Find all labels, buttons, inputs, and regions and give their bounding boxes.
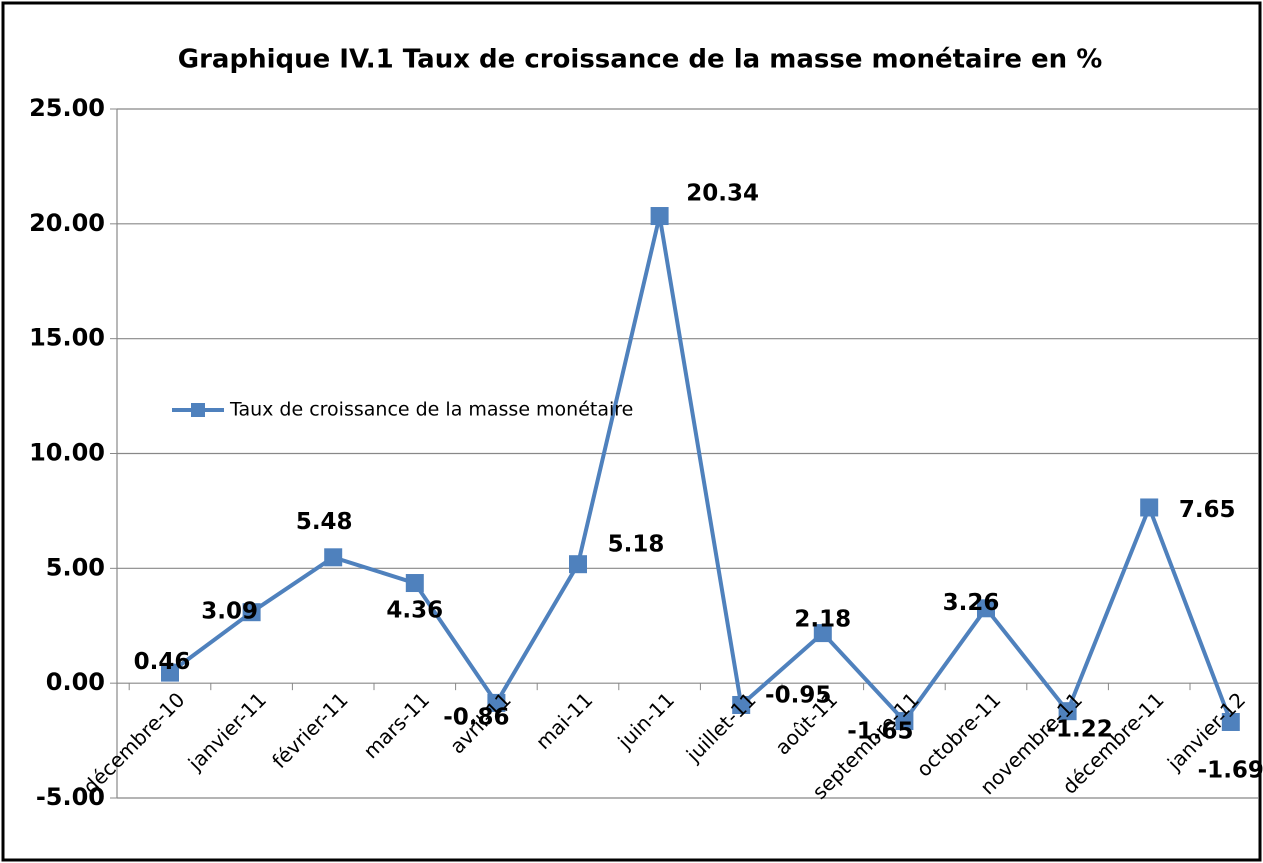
y-tick-label: 10.00 — [29, 439, 105, 467]
marker — [977, 599, 995, 618]
marker — [324, 548, 343, 567]
data-label: -0.86 — [443, 704, 509, 730]
marker — [650, 207, 669, 226]
data-label: 5.18 — [608, 532, 665, 558]
y-tick-label: 20.00 — [29, 209, 105, 237]
data-label: -0.95 — [765, 682, 831, 708]
legend-marker — [191, 403, 205, 417]
data-label: 7.65 — [1179, 497, 1236, 523]
y-tick-label: 0.00 — [46, 668, 105, 696]
data-label: -1.65 — [847, 719, 913, 745]
chart-title: Graphique IV.1 Taux de croissance de la … — [178, 45, 1103, 75]
data-label: 3.09 — [201, 599, 258, 625]
data-label: 20.34 — [686, 181, 759, 207]
marker — [732, 695, 751, 714]
marker — [569, 555, 587, 574]
y-tick-label: 5.00 — [46, 553, 105, 581]
data-label: 2.18 — [794, 607, 851, 633]
y-tick-label: -5.00 — [36, 783, 105, 811]
marker — [1221, 712, 1240, 731]
data-label: 5.48 — [296, 509, 353, 535]
marker — [1058, 702, 1077, 721]
y-tick-label: 25.00 — [29, 94, 105, 122]
marker — [242, 603, 261, 622]
marker — [813, 624, 832, 643]
line — [168, 215, 1233, 725]
marker — [895, 712, 914, 731]
data-label: 3.26 — [943, 590, 1000, 616]
y-tick-label: 15.00 — [29, 324, 105, 352]
marker — [405, 574, 424, 593]
marker — [487, 693, 506, 712]
data-label: -1.69 — [1198, 757, 1263, 783]
legend-label: Taux de croissance de la masse monétaire — [229, 399, 633, 421]
data-label: 0.46 — [134, 649, 191, 675]
marker — [161, 663, 179, 682]
data-label: -1.22 — [1046, 717, 1112, 743]
data-label: 4.36 — [386, 598, 443, 624]
marker — [1140, 498, 1159, 517]
